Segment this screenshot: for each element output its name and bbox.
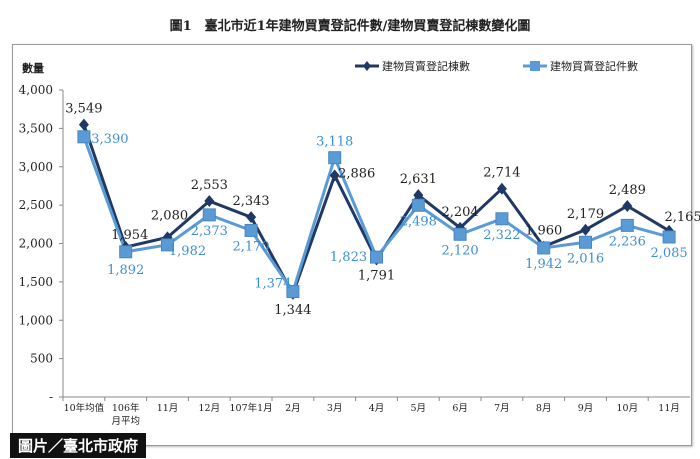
data-label: 2,120 — [441, 243, 478, 258]
legend-marker — [363, 61, 371, 71]
data-label: 1,960 — [525, 224, 562, 239]
data-point-square — [579, 235, 592, 249]
data-label: 2,886 — [338, 166, 375, 181]
y-tick-label: 2,000 — [19, 237, 53, 251]
data-point-diamond — [413, 189, 424, 202]
x-tick-label: 6月 — [452, 403, 468, 414]
data-point-diamond — [580, 223, 591, 236]
y-tick-label: 4,000 — [19, 83, 53, 97]
data-label: 1,823 — [330, 250, 367, 265]
data-point-diamond — [329, 169, 340, 182]
data-label: 3,118 — [316, 135, 353, 150]
x-tick-label: 5月 — [411, 403, 427, 414]
x-tick-label: 4月 — [369, 403, 385, 414]
y-tick-label: 1,000 — [19, 313, 53, 327]
data-label: 2,553 — [191, 178, 228, 193]
data-point-square — [495, 212, 509, 226]
x-tick-label: 9月 — [578, 403, 594, 414]
data-point-square — [537, 241, 551, 255]
data-point-square — [202, 208, 216, 222]
data-label: 2,016 — [567, 251, 604, 266]
data-label: 1,954 — [111, 228, 148, 243]
x-tick-label: 7月 — [494, 403, 510, 414]
data-label: 2,204 — [441, 205, 478, 220]
data-label: 2,343 — [232, 194, 269, 209]
data-point-square — [244, 223, 258, 237]
data-label: 1,982 — [169, 244, 206, 259]
x-tick-label: 11月 — [658, 403, 680, 414]
y-tick-label: 1,500 — [19, 275, 53, 289]
data-label: 2,714 — [483, 166, 520, 181]
data-point-square — [328, 151, 342, 165]
x-tick-label: 月平均 — [111, 415, 140, 427]
data-point-diamond — [622, 199, 633, 212]
x-tick-label: 107年1月 — [230, 402, 273, 414]
data-point-square — [453, 227, 467, 241]
x-tick-label: 10月 — [617, 403, 639, 414]
y-tick-label: 500 — [30, 352, 53, 366]
data-label: 2,170 — [232, 239, 269, 254]
data-point-square — [370, 250, 383, 264]
legend-marker — [530, 61, 540, 71]
data-label: 2,236 — [609, 234, 646, 249]
image-credit: 圖片／臺北市政府 — [10, 433, 147, 458]
y-tick-label: 3,500 — [19, 121, 53, 135]
chart-frame — [12, 44, 692, 446]
data-label: 3,549 — [65, 102, 102, 117]
data-label: 2,631 — [400, 172, 437, 187]
data-label: 1,344 — [274, 303, 311, 318]
data-label: 1,791 — [358, 269, 395, 284]
data-label: 2,080 — [151, 208, 188, 223]
data-point-diamond — [78, 118, 89, 131]
data-point-square — [77, 130, 91, 144]
data-point-square — [119, 245, 133, 259]
chart-title: 圖1 臺北市近1年建物買賣登記件數/建物買賣登記棟數變化圖 — [169, 19, 531, 34]
x-tick-label: 3月 — [327, 403, 343, 414]
data-label: 2,373 — [191, 224, 228, 239]
data-label: 2,498 — [400, 214, 437, 229]
legend-label: 建物買賣登記棟數 — [382, 59, 470, 73]
data-point-diamond — [496, 182, 507, 195]
data-label: 1,942 — [525, 257, 562, 272]
data-label: 2,322 — [483, 228, 520, 243]
data-point-square — [662, 230, 676, 244]
data-label: 1,892 — [107, 263, 144, 278]
data-point-diamond — [246, 211, 257, 224]
x-tick-label: 12月 — [199, 403, 221, 414]
data-point-square — [161, 238, 174, 252]
data-label: 3,390 — [91, 132, 128, 147]
data-point-square — [620, 218, 634, 232]
x-tick-label: 8月 — [536, 403, 552, 414]
y-axis-label: 數量 — [22, 61, 44, 75]
data-label: 2,179 — [567, 207, 604, 222]
x-tick-label: 2月 — [285, 403, 301, 414]
x-tick-label: 106年 — [112, 402, 140, 414]
y-tick-label: 3,000 — [19, 160, 53, 174]
data-point-square — [286, 285, 300, 299]
data-label: 2,165 — [664, 210, 700, 225]
y-tick-label: 2,500 — [19, 198, 53, 212]
x-tick-label: 11月 — [157, 403, 179, 414]
data-point-square — [411, 198, 425, 212]
x-tick-label: 10年均值 — [64, 402, 105, 414]
data-label: 2,489 — [609, 183, 646, 198]
data-label: 2,085 — [650, 246, 687, 261]
data-point-diamond — [204, 195, 215, 208]
y-tick-label: - — [49, 390, 53, 404]
data-label: 1,374 — [254, 277, 291, 292]
legend-label: 建物買賣登記件數 — [550, 59, 638, 73]
